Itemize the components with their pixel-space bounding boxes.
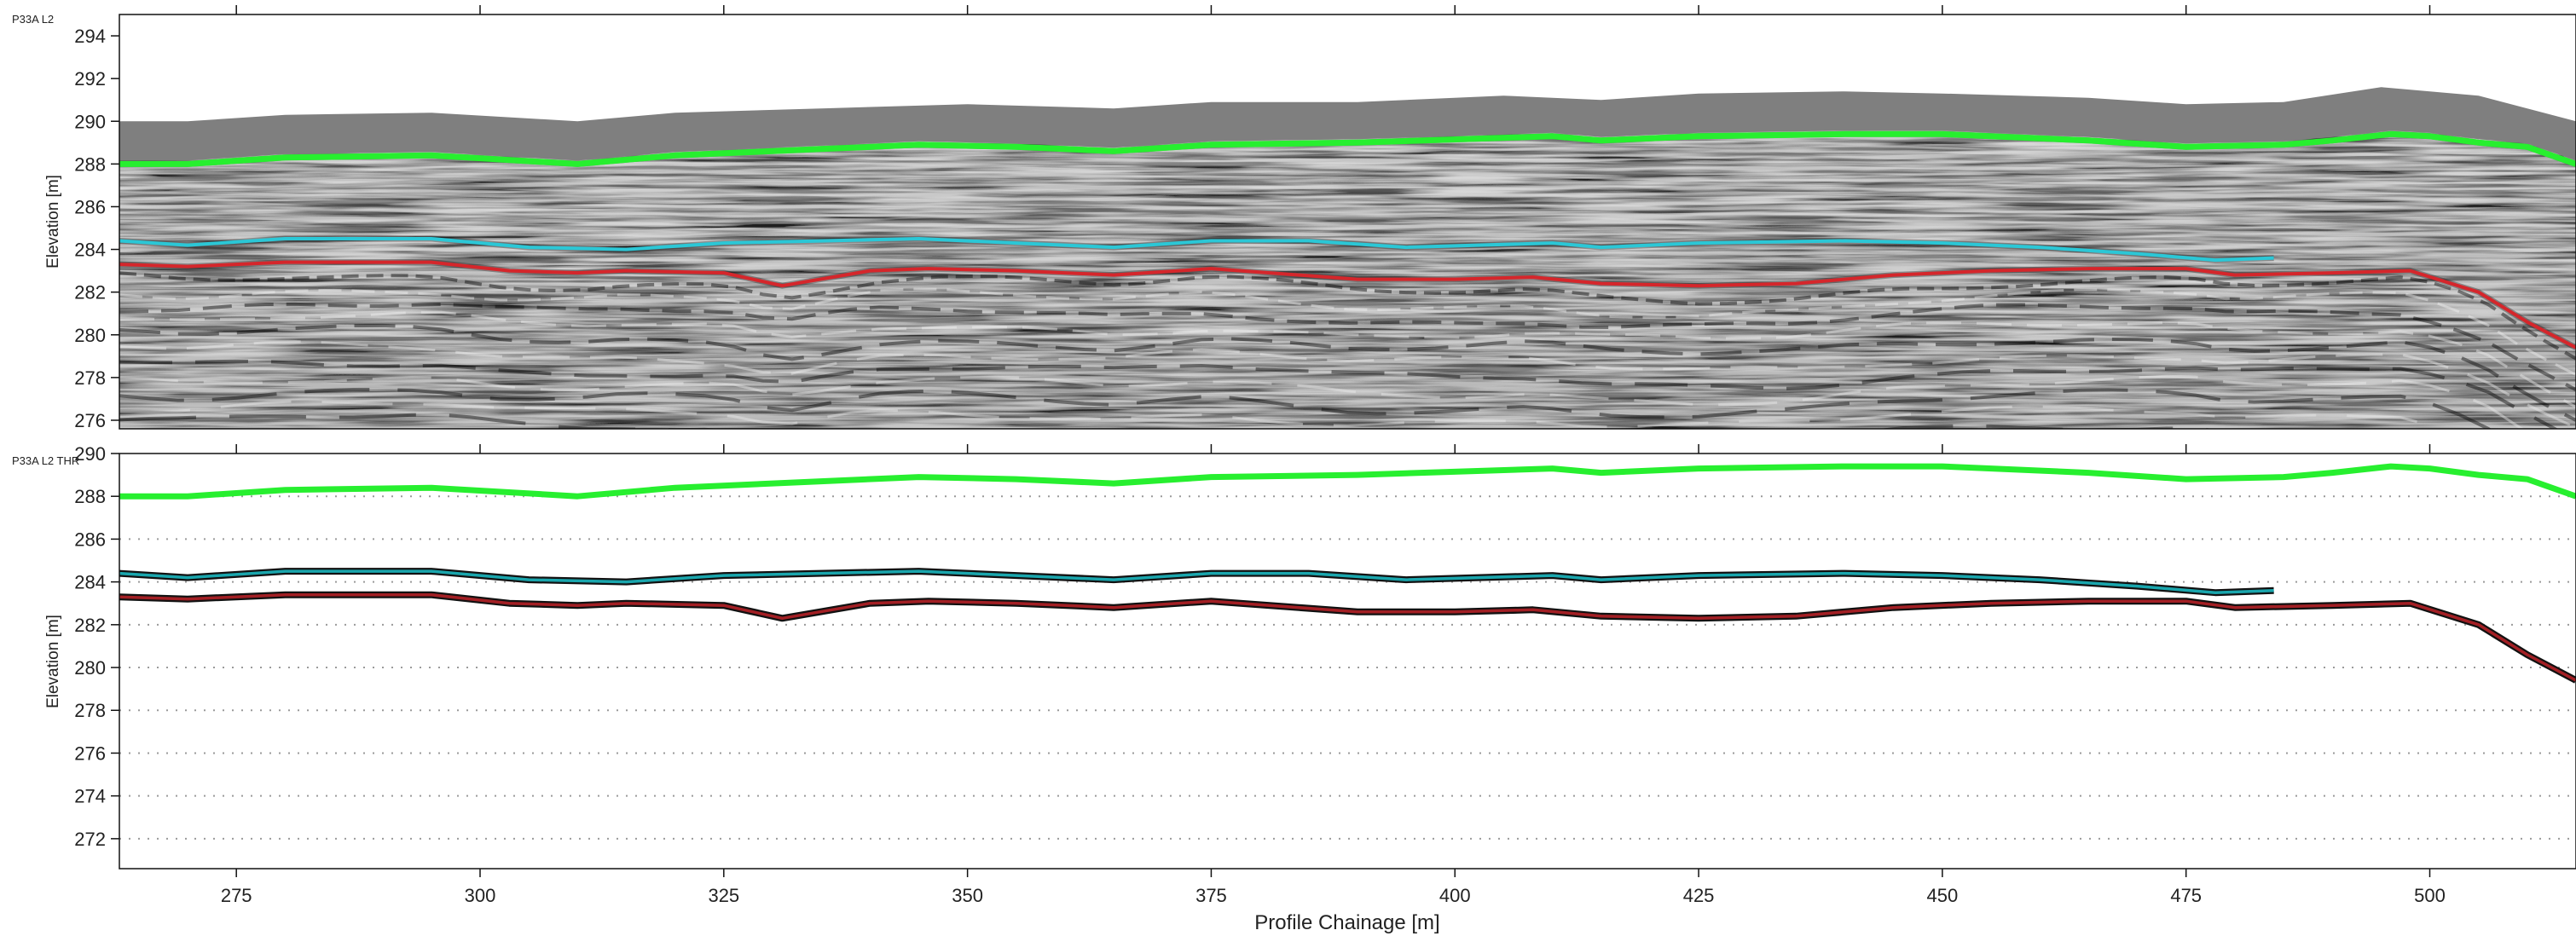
interpretation-panel: 272 274 276 278 280 282 284 286 288 290 275 300 325… <box>12 443 2576 934</box>
radargram-horizon-lines <box>119 130 2576 350</box>
interpretation-y-axis-label: Elevation [m] <box>44 615 62 708</box>
interpretation-horizon-green <box>119 463 2576 500</box>
interpretation-horizon-cyan <box>119 569 2274 594</box>
interpretation-title: P33A L2 THR <box>12 454 79 467</box>
radargram-y-tick-label: 292 <box>74 68 106 90</box>
interpretation-y-tick-label: 272 <box>74 829 106 850</box>
interpretation-y-tick-label: 278 <box>74 700 106 721</box>
interpretation-y-tick-label: 282 <box>74 615 106 636</box>
radargram-horizon-green <box>119 130 2576 167</box>
radargram-y-tick-label: 288 <box>74 153 106 175</box>
interpretation-horizon-lines <box>119 463 2576 684</box>
x-tick-label: 275 <box>221 885 252 906</box>
interpretation-y-tick-label: 284 <box>74 572 106 593</box>
x-tick-label: 400 <box>1439 885 1471 906</box>
x-tick-label: 450 <box>1927 885 1959 906</box>
x-tick-label: 375 <box>1195 885 1227 906</box>
x-tick-label: 425 <box>1683 885 1715 906</box>
radargram-title: P33A L2 <box>12 13 54 26</box>
radargram-y-tick-label: 294 <box>74 26 106 47</box>
radargram-y-axis: 276 278 280 282 284 286 288 290 292 294 <box>74 26 119 431</box>
radargram-frame <box>119 14 2576 430</box>
radargram-y-tick-label: 282 <box>74 282 106 303</box>
interpretation-y-tick-label: 276 <box>74 742 106 764</box>
interpretation-horizon-red-outline <box>119 591 2576 684</box>
radargram-horizon-cyan <box>119 237 2274 263</box>
x-tick-label: 500 <box>2414 885 2446 906</box>
interpretation-y-tick-label: 286 <box>74 529 106 550</box>
radargram-panel: 276 278 280 282 284 286 288 290 292 294 P33A L2 E… <box>12 5 2576 431</box>
radargram-y-tick-label: 284 <box>74 240 106 261</box>
interpretation-gridlines <box>119 495 2576 840</box>
interpretation-frame <box>119 453 2576 870</box>
radargram-y-axis-label: Elevation [m] <box>44 175 62 269</box>
x-tick-label: 475 <box>2170 885 2202 906</box>
interpretation-y-tick-label: 290 <box>74 443 106 465</box>
interpretation-y-axis: 272 274 276 278 280 282 284 286 288 290 <box>74 443 119 850</box>
radargram-y-tick-label: 280 <box>74 325 106 346</box>
radargram-x-ticks <box>235 5 2431 14</box>
x-axis-label: Profile Chainage [m] <box>1254 911 1439 934</box>
radargram-y-tick-label: 286 <box>74 196 106 217</box>
interpretation-y-tick-label: 288 <box>74 486 106 507</box>
interpretation-y-tick-label: 280 <box>74 657 106 679</box>
x-tick-label: 350 <box>952 885 983 906</box>
x-tick-label: 325 <box>708 885 739 906</box>
x-tick-label: 300 <box>465 885 496 906</box>
interpretation-y-tick-label: 274 <box>74 786 106 807</box>
interpretation-x-axis: 275 300 325 350 375 400 425 450 475 500 <box>221 444 2446 906</box>
interpretation-horizon-red <box>119 592 2576 682</box>
radargram-y-tick-label: 278 <box>74 367 106 389</box>
radargram-y-tick-label: 290 <box>74 111 106 132</box>
radargram-y-tick-label: 276 <box>74 410 106 431</box>
radargram-horizon-red <box>119 260 2576 350</box>
